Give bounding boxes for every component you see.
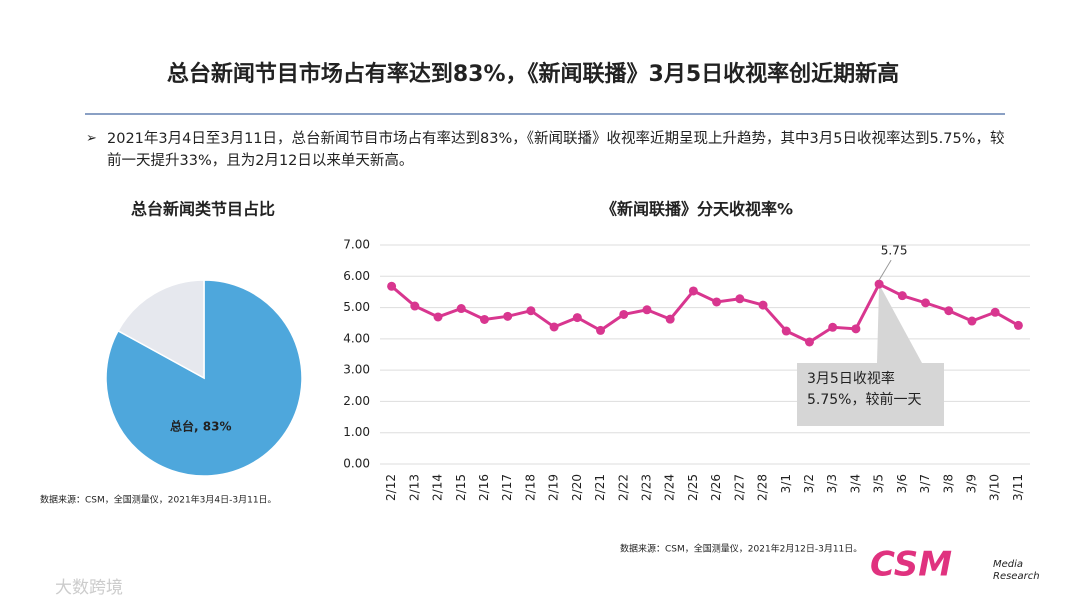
watermark: 大数跨境: [55, 578, 123, 598]
data-point: [572, 313, 582, 323]
data-point: [503, 311, 513, 321]
y-tick-label: 3.00: [343, 363, 370, 377]
x-tick-label: 2/20: [570, 474, 584, 501]
data-point: [735, 294, 745, 304]
data-point: [828, 322, 838, 332]
x-tick-label: 3/11: [1011, 474, 1025, 501]
callout-text: 5.75%，较前一天: [807, 391, 921, 408]
x-tick-label: 3/4: [848, 474, 862, 493]
data-point: [410, 301, 420, 311]
pie-slice: [117, 279, 205, 380]
data-point: [851, 324, 861, 334]
bullet-text: 2021年3月4日至3月11日，总台新闻节目市场占有率达到83%，《新闻联播》收…: [107, 131, 1005, 169]
logo-line1: Media: [993, 559, 1023, 570]
data-point: [642, 305, 652, 315]
slice-label: 总台, 83%: [170, 418, 231, 433]
data-point: [781, 326, 791, 336]
x-tick-label: 3/1: [779, 474, 793, 493]
x-tick-label: 2/15: [454, 474, 468, 501]
x-tick-label: 3/6: [895, 474, 909, 493]
x-tick-label: 2/25: [686, 474, 700, 501]
x-tick-label: 2/27: [732, 474, 746, 501]
slide-title: 总台新闻节目市场占有率达到83%，《新闻联播》3月5日收视率创近期新高: [167, 61, 899, 87]
data-point: [479, 314, 489, 324]
pie-source: 数据来源：CSM，全国测量仪，2021年3月4日-3月11日。: [40, 494, 277, 506]
data-point: [387, 281, 397, 291]
line-title: 《新闻联播》分天收视率%: [601, 200, 793, 219]
data-point: [1013, 320, 1023, 330]
x-tick-label: 2/14: [431, 474, 445, 501]
x-tick-label: 3/3: [825, 474, 839, 493]
y-tick-label: 4.00: [343, 331, 370, 345]
x-tick-label: 2/21: [593, 474, 607, 501]
x-tick-label: 2/17: [500, 474, 514, 501]
data-point: [804, 337, 814, 347]
x-tick-label: 2/13: [407, 474, 421, 501]
y-tick-label: 6.00: [343, 269, 370, 283]
data-point: [619, 309, 629, 319]
data-point: [688, 286, 698, 296]
data-point: [874, 279, 884, 289]
callout-text: 3月5日收视率: [807, 370, 895, 387]
callout-pointer: [877, 284, 922, 363]
x-tick-label: 2/16: [477, 474, 491, 501]
x-tick-label: 3/8: [941, 474, 955, 493]
y-tick-label: 2.00: [343, 394, 370, 408]
data-point: [433, 312, 443, 322]
x-tick-label: 2/18: [523, 474, 537, 501]
data-line: [390, 282, 1020, 344]
data-point: [596, 325, 606, 335]
data-point: [549, 322, 559, 332]
bullet-marker: ➢: [86, 131, 97, 146]
data-point: [897, 291, 907, 301]
x-tick-label: 2/26: [709, 474, 723, 501]
data-point: [921, 298, 931, 308]
y-tick-label: 5.00: [343, 300, 370, 314]
data-label: 5.75: [881, 244, 908, 258]
pie-slice: [105, 279, 303, 477]
data-point: [456, 304, 466, 314]
data-point: [526, 306, 536, 316]
logo-line2: Research: [993, 571, 1040, 582]
data-point: [712, 297, 722, 307]
y-tick-label: 1.00: [343, 425, 370, 439]
data-point: [967, 316, 977, 326]
x-tick-label: 3/2: [802, 474, 816, 493]
data-point: [758, 300, 768, 310]
logo-brand: CSM: [870, 545, 952, 585]
x-tick-label: 3/7: [918, 474, 932, 493]
x-tick-label: 3/9: [964, 474, 978, 493]
data-point: [944, 306, 954, 316]
line-source: 数据来源：CSM，全国测量仪，2021年2月12日-3月11日。: [620, 543, 862, 555]
x-tick-label: 2/24: [663, 474, 677, 501]
label-leader: [878, 259, 892, 281]
y-tick-label: 0.00: [343, 457, 370, 471]
x-tick-label: 2/19: [547, 474, 561, 501]
pie-title: 总台新闻类节目占比: [131, 200, 275, 219]
data-point: [665, 314, 675, 324]
x-tick-label: 3/5: [872, 474, 886, 493]
callout-box: [797, 363, 944, 426]
x-tick-label: 2/28: [756, 474, 770, 501]
y-tick-label: 7.00: [343, 238, 370, 252]
x-tick-label: 3/10: [988, 474, 1002, 501]
x-tick-label: 2/23: [639, 474, 653, 501]
x-tick-label: 2/12: [384, 474, 398, 501]
x-tick-label: 2/22: [616, 474, 630, 501]
data-point: [990, 307, 1000, 317]
